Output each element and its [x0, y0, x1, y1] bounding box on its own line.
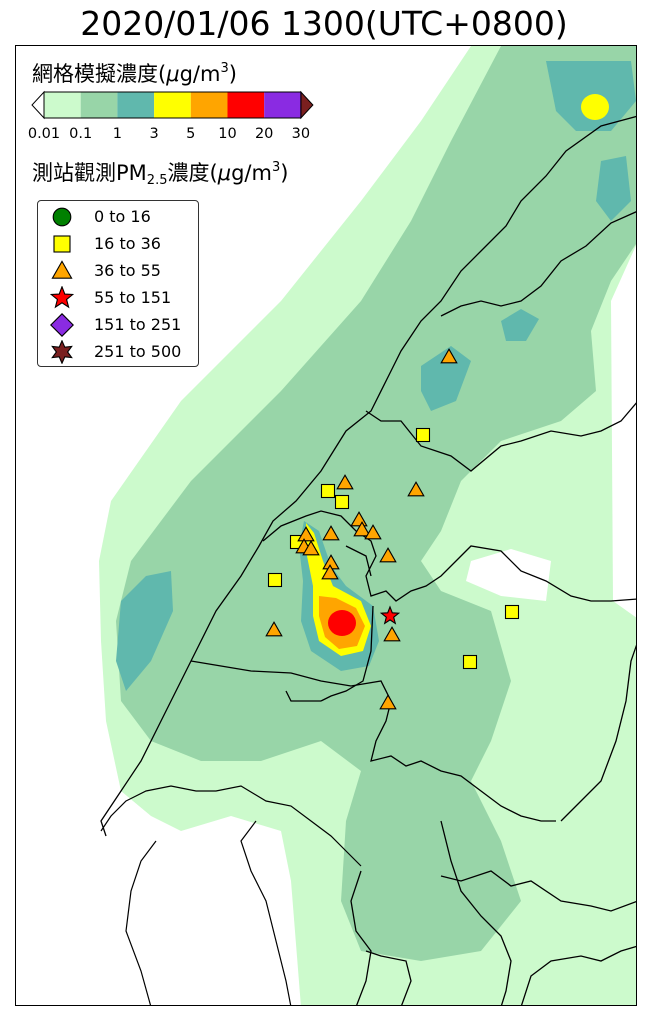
map-canvas[interactable] — [16, 46, 637, 1006]
contour-band-1-west — [116, 571, 173, 691]
station-marker — [379, 547, 397, 563]
observation-title-unit: g/m — [231, 161, 272, 185]
station-marker — [267, 572, 283, 588]
colorbar — [31, 90, 314, 120]
station-marker — [336, 474, 354, 490]
colorbar-segment — [44, 92, 81, 118]
coastline — [100, 785, 362, 1005]
page-title: 2020/01/06 1300(UTC+0800) — [80, 4, 568, 43]
station-marker — [302, 540, 320, 556]
observation-title-sub: 2.5 — [146, 173, 168, 188]
legend-label: 16 to 36 — [94, 234, 161, 253]
legend-marker-shape — [52, 207, 72, 227]
colorbar-tick-label: 20 — [254, 126, 274, 142]
legend-marker-diamond — [50, 313, 74, 337]
station-layer — [265, 348, 520, 710]
colorbar-segment — [154, 92, 191, 118]
observation-title-mu: μ — [217, 161, 232, 185]
colorbar-extend-high — [300, 90, 314, 120]
station-marker — [320, 483, 336, 499]
map-frame[interactable] — [15, 45, 637, 1006]
station-marker — [383, 626, 401, 642]
colorbar-extend-low — [31, 90, 45, 120]
station-marker — [297, 526, 315, 542]
colorbar-title-mu: μ — [166, 62, 180, 86]
station-marker — [379, 605, 401, 625]
colorbar-title-unit: g/m — [179, 62, 221, 86]
station-marker — [334, 494, 350, 510]
county-boundaries — [100, 115, 636, 1005]
station-marker — [364, 524, 382, 540]
legend-marker-star — [50, 286, 74, 309]
station-marker — [353, 521, 371, 537]
legend-item: 36 to 55 — [38, 258, 198, 284]
contour-hole-east — [466, 549, 551, 601]
colorbar-title: 網格模擬濃度(μg/m3) — [32, 58, 237, 88]
legend-item: 151 to 251 — [38, 312, 198, 338]
contour-band-1-small — [501, 309, 539, 341]
legend-marker-square — [53, 235, 71, 253]
legend-marker-shape — [53, 235, 71, 253]
station-marker — [415, 427, 431, 443]
legend-marker-circle — [52, 207, 72, 227]
contour-band-1-mid — [421, 346, 471, 411]
station-marker — [350, 511, 368, 527]
legend-marker-shape — [51, 340, 73, 364]
colorbar-tick-label: 30 — [291, 126, 311, 142]
legend-item: 251 to 500 — [38, 339, 198, 365]
colorbar-segment — [264, 92, 301, 118]
colorbar-segment — [80, 92, 118, 118]
colorbar-tick-label: 1 — [112, 126, 123, 142]
station-marker — [379, 694, 397, 710]
legend: 0 to 16 16 to 36 36 to 55 55 to 151 151 to 2… — [37, 200, 199, 367]
observation-title-mid: 濃度( — [167, 161, 218, 185]
contour-band-1-northeast — [596, 156, 631, 221]
colorbar-title-suffix: ) — [228, 62, 237, 86]
observation-title: 測站觀測PM2.5濃度(μg/m3) — [32, 157, 288, 188]
colorbar-title-exp: 3 — [220, 61, 229, 76]
legend-label: 251 to 500 — [94, 342, 182, 361]
legend-marker-shape — [50, 313, 74, 337]
legend-marker-shape — [50, 286, 74, 309]
station-marker — [504, 604, 520, 620]
legend-marker-shape — [51, 260, 73, 279]
observation-title-suffix: ) — [280, 161, 289, 185]
legend-item: 0 to 16 — [38, 204, 198, 230]
legend-label: 151 to 251 — [94, 315, 182, 334]
observation-title-exp: 3 — [271, 160, 281, 175]
colorbar-segment — [227, 92, 265, 118]
station-marker — [265, 621, 283, 637]
station-marker — [462, 654, 478, 670]
colorbar-tick-label: 3 — [149, 126, 159, 142]
observation-title-prefix: 測站觀測PM — [32, 161, 147, 185]
legend-label: 55 to 151 — [94, 288, 172, 307]
colorbar-tick-label: 5 — [186, 126, 196, 142]
station-marker — [407, 481, 425, 497]
station-marker — [440, 348, 458, 364]
legend-item: 55 to 151 — [38, 285, 198, 311]
colorbar-outline — [43, 91, 302, 119]
station-marker — [321, 564, 339, 580]
legend-marker-triangle — [51, 260, 73, 279]
legend-marker-star6 — [51, 340, 73, 364]
legend-label: 0 to 16 — [94, 207, 151, 226]
contour-band-3-north — [581, 94, 609, 120]
contour-band-10 — [328, 610, 356, 636]
colorbar-tick-label: 0.1 — [69, 126, 93, 142]
colorbar-segment — [117, 92, 155, 118]
legend-label: 36 to 55 — [94, 261, 161, 280]
station-marker — [322, 525, 340, 541]
colorbar-tick-label: 10 — [218, 126, 237, 142]
colorbar-segment — [190, 92, 228, 118]
colorbar-tick-label: 0.01 — [27, 126, 61, 142]
legend-item: 16 to 36 — [38, 231, 198, 257]
contour-band-0.1 — [116, 46, 636, 961]
colorbar-title-prefix: 網格模擬濃度( — [32, 62, 167, 86]
